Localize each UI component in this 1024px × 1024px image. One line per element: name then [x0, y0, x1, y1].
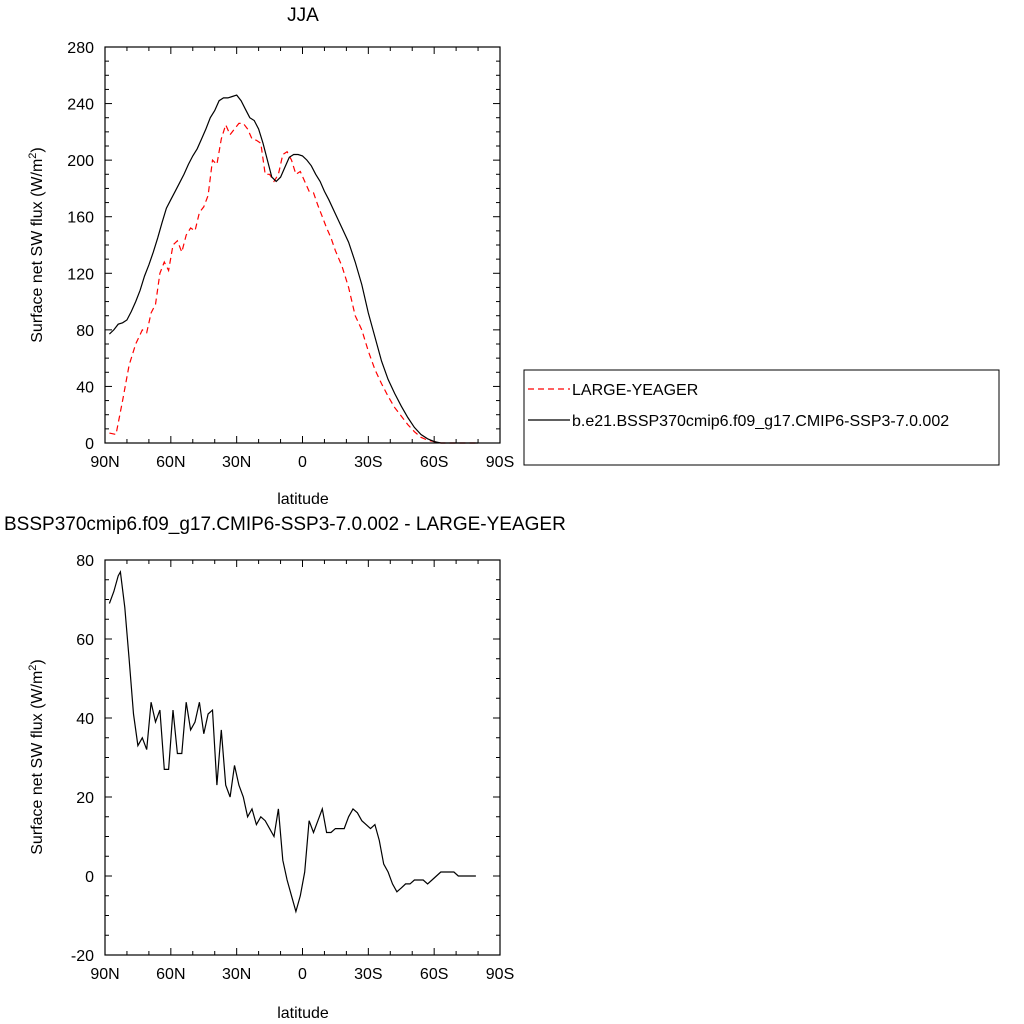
x-tick-label: 60S [420, 454, 448, 471]
bottom-x-axis-label: latitude [277, 1005, 329, 1022]
legend-label-large-yeager: LARGE-YEAGER [572, 382, 698, 399]
top-chart-title: JJA [287, 5, 319, 26]
series-line-1 [108, 94, 479, 444]
series-line-0 [109, 122, 479, 444]
y-tick-label: 200 [67, 153, 94, 170]
y-tick-label: 80 [76, 323, 94, 340]
legend-box [523, 369, 1000, 466]
y-tick-label: 60 [76, 632, 94, 649]
y-tick-label: 120 [67, 266, 94, 283]
series-line-0 [108, 570, 476, 914]
y-tick-label: 240 [67, 97, 94, 114]
y-tick-label: -20 [71, 948, 94, 965]
bottom-panel: BSSP370cmip6.f09_g17.CMIP6-SSP3-7.0.002 … [4, 514, 566, 1022]
top-legend: LARGE-YEAGER b.e21.BSSP370cmip6.f09_g17.… [523, 369, 1000, 466]
y-tick-label: 80 [76, 553, 94, 570]
y-tick-label: 40 [76, 379, 94, 396]
y-tick-label: 20 [76, 790, 94, 807]
plot-frame [104, 559, 501, 956]
x-tick-label: 90S [486, 454, 514, 471]
x-tick-label: 90N [90, 454, 119, 471]
plot-frame [104, 46, 501, 444]
top-panel: JJA 90N 60N 30N 0 30S 60S 90S 0 40 80 120 160 200 240… [27, 5, 514, 508]
x-tick-label: 90N [90, 966, 119, 983]
x-tick-label: 60S [420, 966, 448, 983]
top-x-axis-label: latitude [277, 491, 329, 508]
bottom-plot-area: 90N 60N 30N 0 30S 60S 90S -20 0 20 40 60 80 [71, 553, 514, 983]
x-tick-label: 30S [354, 454, 382, 471]
x-tick-label: 30N [222, 454, 251, 471]
top-plot-area: 90N 60N 30N 0 30S 60S 90S 0 40 80 120 160 200 240 280 [67, 40, 514, 471]
y-tick-label: 40 [76, 711, 94, 728]
x-tick-label: 30N [222, 966, 251, 983]
x-tick-label: 0 [298, 966, 307, 983]
x-tick-label: 0 [298, 454, 307, 471]
y-tick-label: 0 [85, 436, 94, 453]
bottom-chart-title: BSSP370cmip6.f09_g17.CMIP6-SSP3-7.0.002 … [4, 514, 566, 535]
x-tick-label: 30S [354, 966, 382, 983]
x-tick-label: 60N [156, 966, 185, 983]
x-tick-label: 90S [486, 966, 514, 983]
legend-label-bssp370: b.e21.BSSP370cmip6.f09_g17.CMIP6-SSP3-7.… [572, 413, 949, 430]
bottom-y-axis-label: Surface net SW flux (W/m2) [27, 659, 46, 855]
y-tick-label: 280 [67, 40, 94, 57]
y-tick-label: 0 [85, 869, 94, 886]
top-y-axis-label: Surface net SW flux (W/m2) [27, 147, 46, 343]
y-tick-label: 160 [67, 210, 94, 227]
x-tick-label: 60N [156, 454, 185, 471]
